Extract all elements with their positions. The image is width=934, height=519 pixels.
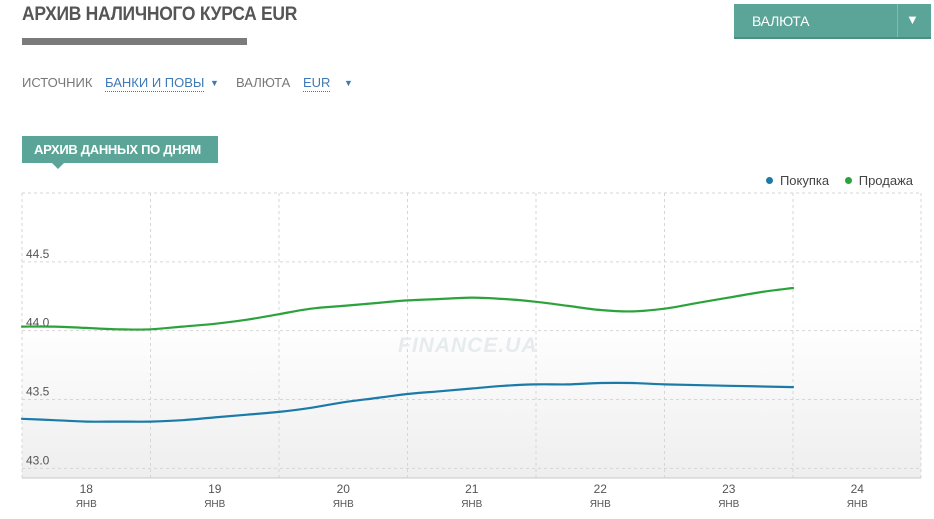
dropdown-separator xyxy=(897,4,898,37)
triangle-down-icon[interactable]: ▼ xyxy=(906,12,919,27)
x-tick-month-label: ЯНВ xyxy=(847,499,868,510)
x-tick-month-label: ЯНВ xyxy=(333,499,354,510)
legend-dot-buy xyxy=(765,177,773,184)
x-tick-day-label: 19 xyxy=(208,482,222,496)
source-caret-icon[interactable]: ▼ xyxy=(210,78,219,88)
legend-item-buy[interactable]: Покупка xyxy=(765,173,830,188)
title-underline xyxy=(22,38,247,45)
legend-dot-sell xyxy=(844,177,852,184)
currency-dropdown-label: ВАЛЮТА xyxy=(752,13,810,29)
plot-background xyxy=(22,193,921,478)
x-tick-day-label: 24 xyxy=(851,482,865,496)
currency-label: ВАЛЮТА xyxy=(236,75,291,90)
x-tick-month-label: ЯНВ xyxy=(718,499,739,510)
tab-notch xyxy=(52,163,64,169)
currency-dropdown-button[interactable]: ВАЛЮТА ▼ xyxy=(734,4,931,39)
x-tick-day-label: 18 xyxy=(80,482,94,496)
currency-select[interactable]: EUR xyxy=(303,75,331,92)
x-tick-day-label: 23 xyxy=(722,482,736,496)
section-tab-daily-archive[interactable]: АРХИВ ДАННЫХ ПО ДНЯМ xyxy=(22,136,218,169)
currency-caret-icon[interactable]: ▼ xyxy=(344,78,353,88)
x-tick-month-label: ЯНВ xyxy=(204,499,225,510)
x-tick-month-label: ЯНВ xyxy=(461,499,482,510)
chart-legend: Покупка Продажа xyxy=(754,173,913,188)
legend-label-buy: Покупка xyxy=(779,173,830,188)
x-tick-month-label: ЯНВ xyxy=(590,499,611,510)
x-tick-day-label: 21 xyxy=(465,482,479,496)
watermark-logo: FINANCE.UA xyxy=(398,334,538,357)
series-line-sell xyxy=(20,286,795,331)
section-tab-label: АРХИВ ДАННЫХ ПО ДНЯМ xyxy=(34,142,201,157)
source-select[interactable]: БАНКИ И ПОВЫ xyxy=(105,75,205,92)
x-tick-month-label: ЯНВ xyxy=(76,499,97,510)
source-label: ИСТОЧНИК xyxy=(22,75,93,90)
y-tick-label: 44.5 xyxy=(26,247,50,261)
legend-label-sell: Продажа xyxy=(858,173,913,188)
page-title: АРХИВ НАЛИЧНОГО КУРСА EUR xyxy=(22,4,298,25)
series-line-buy xyxy=(20,381,795,423)
x-tick-day-label: 22 xyxy=(594,482,608,496)
y-tick-label: 43.0 xyxy=(26,453,50,467)
y-tick-label: 43.5 xyxy=(26,385,50,399)
x-tick-day-label: 20 xyxy=(337,482,351,496)
legend-item-sell[interactable]: Продажа xyxy=(844,173,913,188)
